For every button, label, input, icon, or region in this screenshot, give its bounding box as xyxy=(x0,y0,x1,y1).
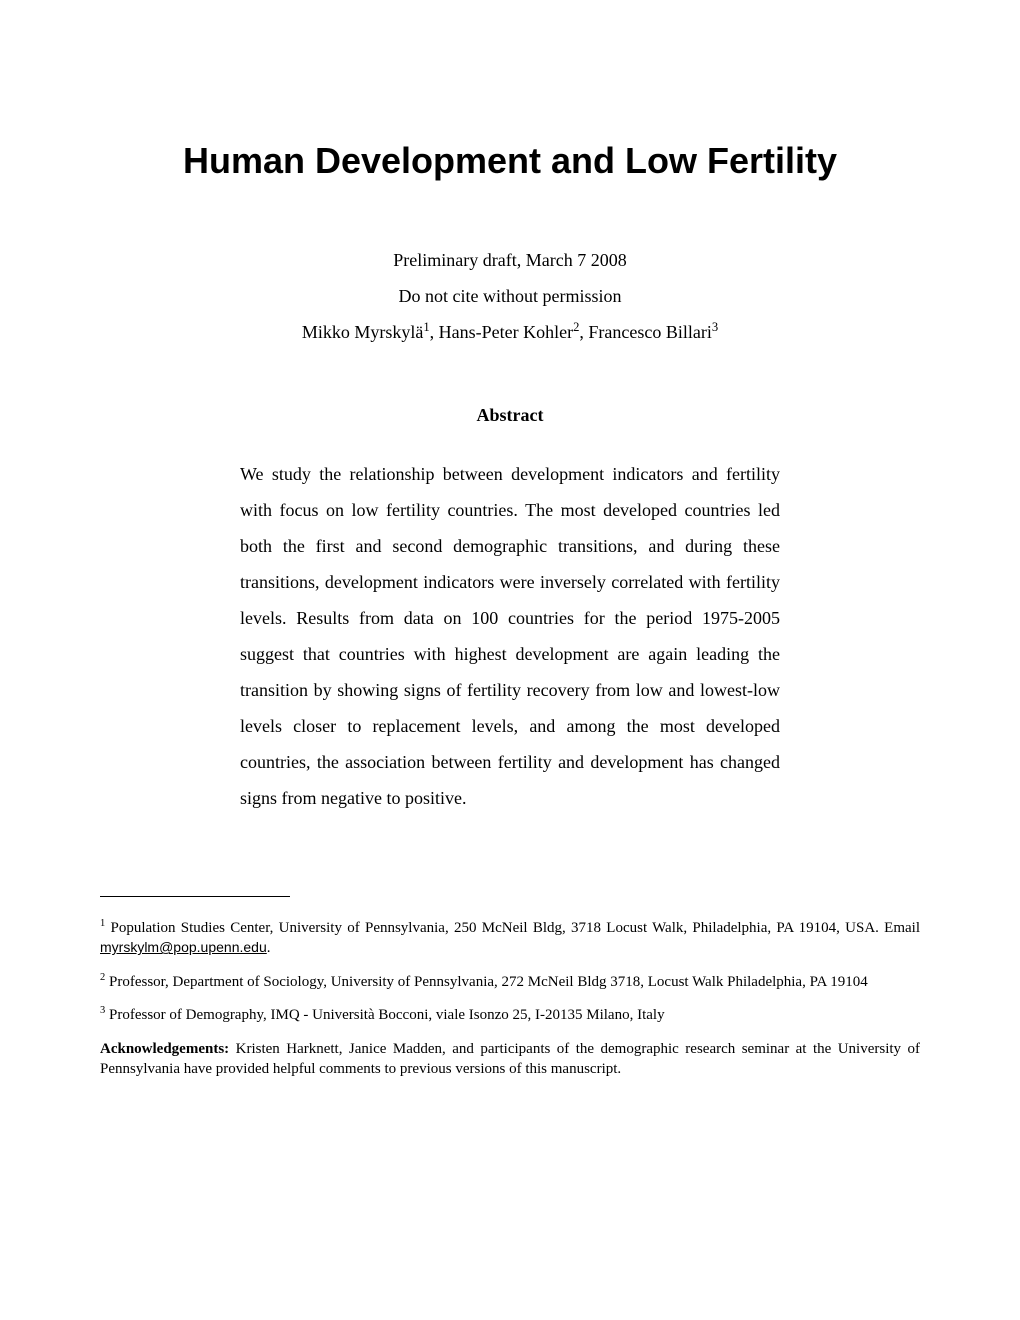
author-2: Hans-Peter Kohler xyxy=(439,322,573,342)
draft-line: Preliminary draft, March 7 2008 xyxy=(100,242,920,278)
paper-title: Human Development and Low Fertility xyxy=(100,140,920,182)
footnote-rule xyxy=(100,896,290,897)
meta-block: Preliminary draft, March 7 2008 Do not c… xyxy=(100,242,920,350)
acknowledgements: Acknowledgements: Kristen Harknett, Jani… xyxy=(100,1039,920,1080)
footnote-1-pre: Population Studies Center, University of… xyxy=(105,920,920,936)
sep-1: , xyxy=(430,322,439,342)
footnote-1: 1 Population Studies Center, University … xyxy=(100,917,920,959)
page: Human Development and Low Fertility Prel… xyxy=(0,0,1020,1140)
footnote-1-email: myrskylm@pop.upenn.edu xyxy=(100,939,267,955)
footnote-3-text: Professor of Demography, IMQ - Universit… xyxy=(105,1007,664,1023)
footnote-3: 3 Professor of Demography, IMQ - Univers… xyxy=(100,1004,920,1025)
authors-line: Mikko Myrskylä1, Hans-Peter Kohler2, Fra… xyxy=(100,314,920,350)
footnote-1-post: . xyxy=(267,940,271,956)
abstract-heading: Abstract xyxy=(100,405,920,426)
footnote-2-text: Professor, Department of Sociology, Univ… xyxy=(105,974,868,990)
author-3-sup: 3 xyxy=(712,320,718,334)
author-3: Francesco Billari xyxy=(588,322,711,342)
ack-label: Acknowledgements: xyxy=(100,1041,236,1057)
abstract-body: We study the relationship between develo… xyxy=(240,456,780,816)
author-1: Mikko Myrskylä xyxy=(302,322,424,342)
footnote-2: 2 Professor, Department of Sociology, Un… xyxy=(100,971,920,992)
cite-line: Do not cite without permission xyxy=(100,278,920,314)
